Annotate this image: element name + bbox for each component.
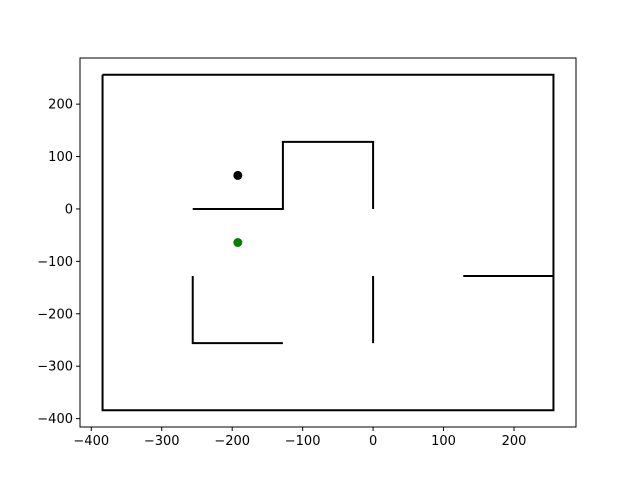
y-tick-label: −200 <box>37 307 73 322</box>
y-axis-ticks: −400 −300 −200 −100 0 100 200 <box>37 98 80 427</box>
y-tick-label: 100 <box>48 150 73 165</box>
y-tick-label: 200 <box>48 98 73 113</box>
y-tick-label: −400 <box>37 412 73 427</box>
x-axis-ticks: −400 −300 −200 −100 0 100 200 <box>73 427 526 449</box>
data-point-2 <box>233 238 243 247</box>
y-tick-label: −100 <box>37 255 73 270</box>
x-tick-label: 200 <box>502 434 527 449</box>
y-tick-label: −300 <box>37 360 73 375</box>
data-point-1 <box>233 170 243 180</box>
x-tick-label: −100 <box>285 434 321 449</box>
axes-frame <box>79 57 577 428</box>
x-tick-label: −400 <box>73 434 109 449</box>
walls-layer <box>101 73 555 412</box>
points-layer <box>233 170 243 247</box>
y-tick-label: 0 <box>65 202 73 217</box>
wall-segment-3 <box>191 276 283 345</box>
x-tick-label: 0 <box>369 434 377 449</box>
wall-segment-2 <box>192 140 375 210</box>
x-tick-label: 100 <box>431 434 456 449</box>
wall-segment-1 <box>101 73 555 412</box>
x-tick-label: −300 <box>144 434 180 449</box>
x-tick-label: −200 <box>214 434 250 449</box>
